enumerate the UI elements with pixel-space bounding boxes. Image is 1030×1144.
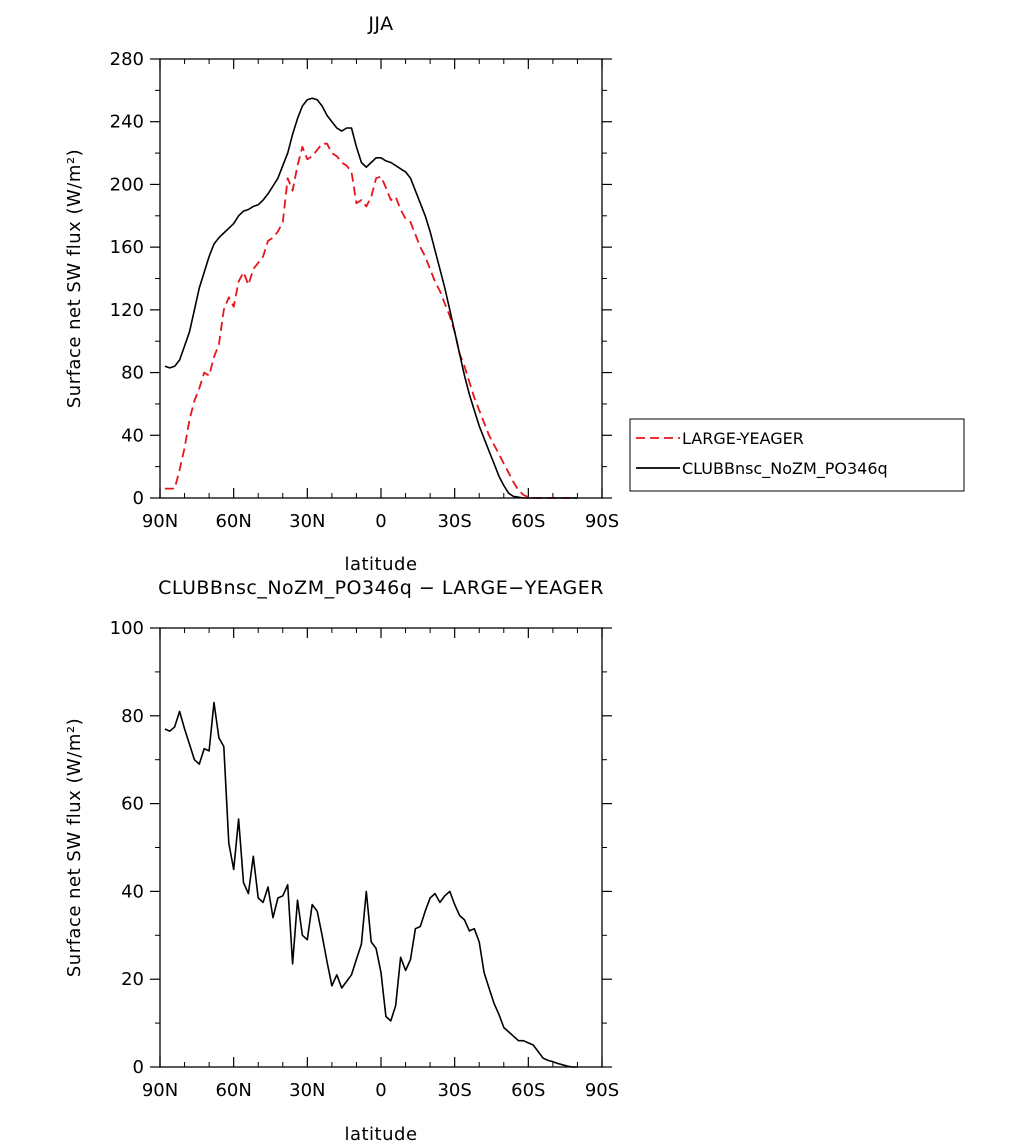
legend-entry: CLUBBnsc_NoZM_PO346q <box>682 459 888 479</box>
y-tick-label: 40 <box>121 425 144 446</box>
y-axis-label: Surface net SW flux (W/m²) <box>64 149 85 408</box>
y-tick-label: 100 <box>110 618 144 639</box>
y-tick-label: 80 <box>121 363 144 384</box>
x-tick-label: 90S <box>585 1080 619 1101</box>
x-tick-label: 60S <box>511 1080 545 1101</box>
legend-box <box>629 418 965 492</box>
x-tick-label: 60S <box>511 511 545 532</box>
x-tick-label: 30S <box>437 511 471 532</box>
series-line-difference <box>164 701 578 1068</box>
x-tick-label: 60N <box>215 1080 251 1101</box>
series-line-large-yeager <box>164 142 578 499</box>
y-tick-label: 60 <box>121 794 144 815</box>
plot-frame <box>159 58 603 499</box>
x-tick-label: 90N <box>142 1080 178 1101</box>
x-tick-label: 30S <box>437 1080 471 1101</box>
x-tick-label: 60N <box>215 511 251 532</box>
y-tick-label: 200 <box>110 174 144 195</box>
y-tick-label: 0 <box>133 1057 144 1078</box>
chart-title: CLUBBnsc_NoZM_PO346q − LARGE−YEAGER <box>158 577 604 599</box>
y-tick-label: 160 <box>110 237 144 258</box>
x-tick-label: 90N <box>142 511 178 532</box>
chart-title: JJA <box>367 13 393 35</box>
x-tick-label: 30N <box>289 1080 325 1101</box>
x-tick-label: 0 <box>375 511 386 532</box>
y-tick-label: 80 <box>121 706 144 727</box>
y-tick-label: 120 <box>110 300 144 321</box>
series-line-clubbnsc-nozm-po346q <box>164 97 578 499</box>
x-tick-label: 0 <box>375 1080 386 1101</box>
y-tick-label: 0 <box>133 488 144 509</box>
y-tick-label: 40 <box>121 881 144 902</box>
x-tick-label: 30N <box>289 511 325 532</box>
plot-frame <box>159 627 603 1068</box>
top-panel: JJA 90N 60N 30N 0 30S 60S 90S 0 40 80 120 160 200 240 2… <box>64 13 965 575</box>
x-axis-label: latitude <box>344 1124 417 1144</box>
legend: LARGE-YEAGER CLUBBnsc_NoZM_PO346q <box>629 418 965 492</box>
legend-entry: LARGE-YEAGER <box>682 429 804 448</box>
bottom-panel: CLUBBnsc_NoZM_PO346q − LARGE−YEAGER 90N 60… <box>64 577 619 1144</box>
y-tick-label: 240 <box>110 112 144 133</box>
x-axis-label: latitude <box>344 554 417 575</box>
y-axis-label: Surface net SW flux (W/m²) <box>64 718 85 977</box>
y-tick-label: 280 <box>110 49 144 70</box>
x-tick-label: 90S <box>585 511 619 532</box>
y-tick-label: 20 <box>121 969 144 990</box>
